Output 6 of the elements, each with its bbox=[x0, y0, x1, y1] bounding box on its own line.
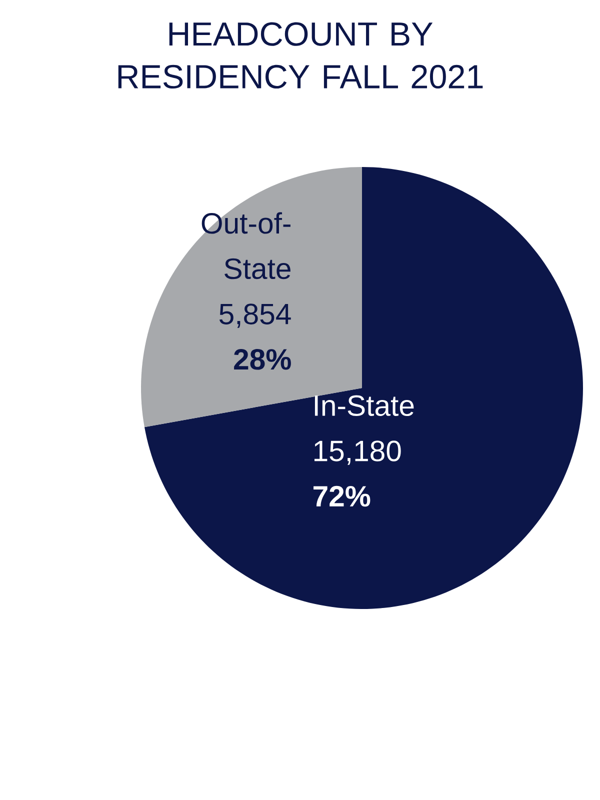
slice-label: In-State bbox=[314, 395, 414, 416]
data-label: 15,180 bbox=[314, 440, 401, 465]
data-label: 5,854 bbox=[220, 304, 291, 328]
text: 72% bbox=[314, 486, 370, 507]
text: 28% bbox=[234, 348, 291, 370]
chart-title: HEADCOUNT BY RESIDENCY FALL 2021 bbox=[118, 22, 483, 89]
